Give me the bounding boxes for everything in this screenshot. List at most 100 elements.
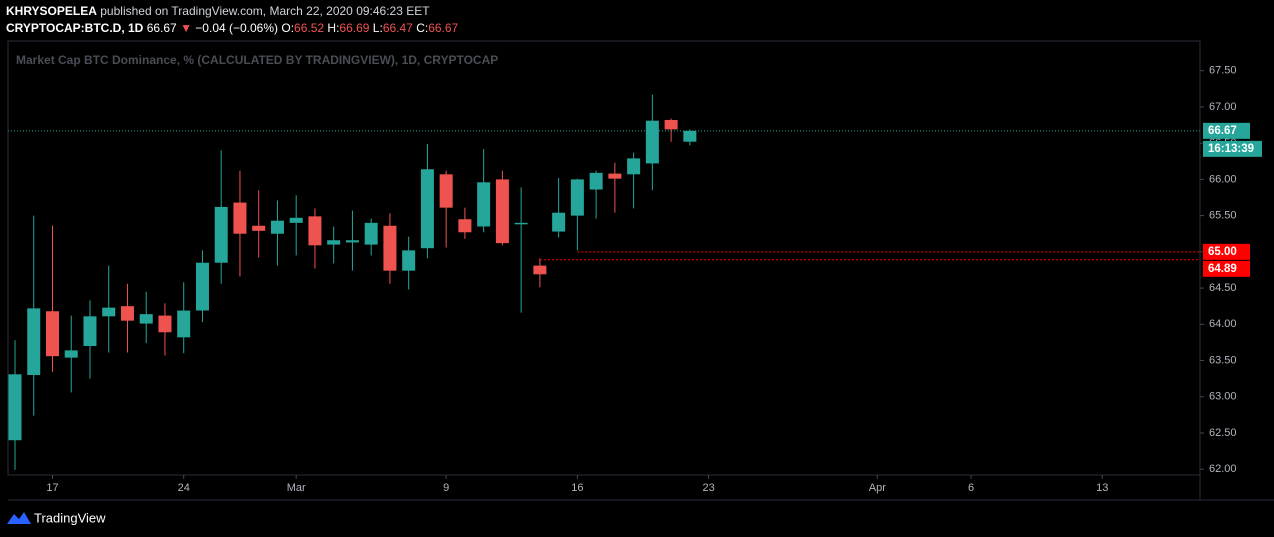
candle-body	[214, 206, 228, 263]
plot	[8, 94, 1200, 470]
candle	[364, 218, 378, 256]
candle-body	[177, 310, 191, 338]
candle	[177, 282, 191, 354]
countdown-tag	[1203, 140, 1262, 157]
x-tick-label: 23	[702, 482, 714, 494]
x-tick-label: 17	[46, 482, 58, 494]
logo-icon	[7, 512, 31, 524]
candle-body	[420, 169, 434, 249]
candle-body	[27, 308, 41, 376]
candle-body	[570, 179, 584, 216]
candle	[195, 250, 209, 323]
y-tick-label: 64.50	[1209, 282, 1237, 294]
price-tag	[1203, 122, 1250, 139]
candle-body	[270, 220, 284, 234]
candle	[233, 170, 247, 277]
candle-body	[289, 217, 303, 223]
candle	[345, 210, 359, 271]
y-tick-label: 63.00	[1209, 391, 1237, 403]
candle	[8, 340, 22, 470]
x-tick-label: 24	[178, 482, 190, 494]
candle	[252, 190, 266, 258]
ohlc-label: L:	[373, 21, 383, 35]
candle	[83, 300, 97, 379]
change: −0.04 (−0.06%)	[195, 21, 278, 35]
candle	[45, 225, 59, 373]
y-tick-label: 65.50	[1209, 210, 1237, 222]
ohlc-value: 66.69	[339, 21, 369, 35]
candle-body	[552, 212, 566, 232]
brand-name: TradingView	[34, 510, 106, 525]
ohlc-value: 66.67	[428, 21, 458, 35]
candle-body	[458, 219, 472, 233]
candle	[214, 150, 228, 284]
header-line-1: KHRYSOPELEA published on TradingView.com…	[6, 4, 430, 18]
x-tick-label: 6	[968, 482, 974, 494]
candle-body	[683, 130, 697, 142]
candle	[627, 152, 641, 209]
x-tick-label: 9	[443, 482, 449, 494]
candle	[439, 170, 453, 248]
candle	[139, 291, 153, 344]
candle-body	[139, 314, 153, 324]
candle	[570, 178, 584, 251]
candle	[552, 177, 566, 238]
candle	[477, 148, 491, 233]
candle-body	[402, 250, 416, 271]
candle	[608, 162, 622, 213]
ohlc-label: C:	[416, 21, 428, 35]
candle-body	[195, 262, 209, 311]
candle	[289, 195, 303, 256]
candle-body	[364, 222, 378, 245]
candle-body	[158, 315, 172, 333]
ohlc-label: H:	[327, 21, 339, 35]
candle-body	[8, 374, 22, 441]
last-close: 66.67	[147, 21, 177, 35]
candle-body	[64, 350, 78, 358]
author: KHRYSOPELEA	[6, 4, 97, 18]
candle	[383, 213, 397, 284]
x-tick-label: 13	[1096, 482, 1108, 494]
candle	[645, 94, 659, 191]
y-tick-label: 62.00	[1209, 463, 1237, 475]
y-tick-label: 67.50	[1209, 65, 1237, 77]
candle-body	[120, 306, 134, 321]
candle-body	[327, 240, 341, 245]
candle-body	[308, 216, 322, 246]
candle	[514, 187, 528, 313]
y-tick-label: 67.00	[1209, 101, 1237, 113]
symbol: CRYPTOCAP:BTC.D, 1D	[6, 21, 144, 35]
direction: ▼	[180, 21, 192, 35]
candle	[327, 226, 341, 264]
candle	[64, 315, 78, 393]
candle	[102, 265, 116, 353]
y-tick-label: 62.50	[1209, 427, 1237, 439]
candle-body	[233, 202, 247, 234]
line-tag	[1203, 260, 1250, 277]
candle-body	[102, 307, 116, 317]
candle-body	[252, 225, 266, 231]
candle	[683, 129, 697, 146]
candle	[402, 236, 416, 290]
candle-body	[645, 120, 659, 164]
candle-body	[83, 316, 97, 347]
y-tick-label: 64.00	[1209, 318, 1237, 330]
candle	[533, 258, 547, 288]
candle	[27, 215, 41, 416]
ohlc-value: 66.52	[294, 21, 324, 35]
countdown-label: 16:13:39	[1208, 143, 1254, 155]
price-tag-label: 66.67	[1208, 125, 1237, 137]
line-tag-label: 64.89	[1208, 263, 1237, 275]
candle-body	[477, 182, 491, 227]
candle	[158, 303, 172, 356]
candle-body	[345, 240, 359, 243]
candle	[420, 143, 434, 259]
candle-body	[627, 158, 641, 175]
candle-body	[45, 311, 59, 357]
candle	[308, 208, 322, 269]
chart-title: Market Cap BTC Dominance, % (CALCULATED …	[16, 53, 498, 67]
candle-body	[514, 222, 528, 225]
